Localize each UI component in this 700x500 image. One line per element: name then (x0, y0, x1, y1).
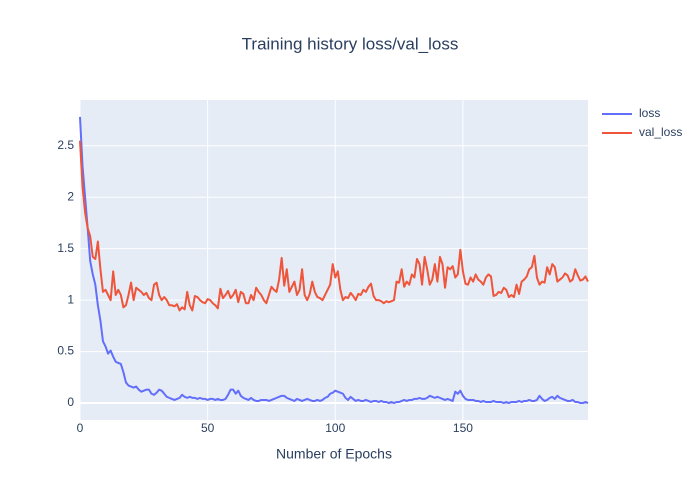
x-tick-label: 50 (201, 421, 215, 435)
x-tick-label: 150 (453, 421, 473, 435)
x-tick-label: 100 (325, 421, 345, 435)
y-tick-label: 2 (67, 189, 74, 203)
y-tick-label: 1.5 (57, 241, 74, 255)
legend-label: val_loss (639, 125, 682, 139)
chart-title: Training history loss/val_loss (242, 34, 459, 53)
line-val-loss (79, 140, 589, 312)
legend-label: loss (639, 106, 660, 120)
plot-area (80, 100, 588, 420)
x-axis-title: Number of Epochs (276, 446, 392, 462)
line-loss (79, 116, 589, 405)
y-tick-label: 1 (67, 292, 74, 306)
y-tick-label: 0 (67, 395, 74, 409)
x-tick-label: 0 (77, 421, 84, 435)
y-tick-label: 2.5 (57, 138, 74, 152)
y-tick-label: 0.5 (57, 344, 74, 358)
